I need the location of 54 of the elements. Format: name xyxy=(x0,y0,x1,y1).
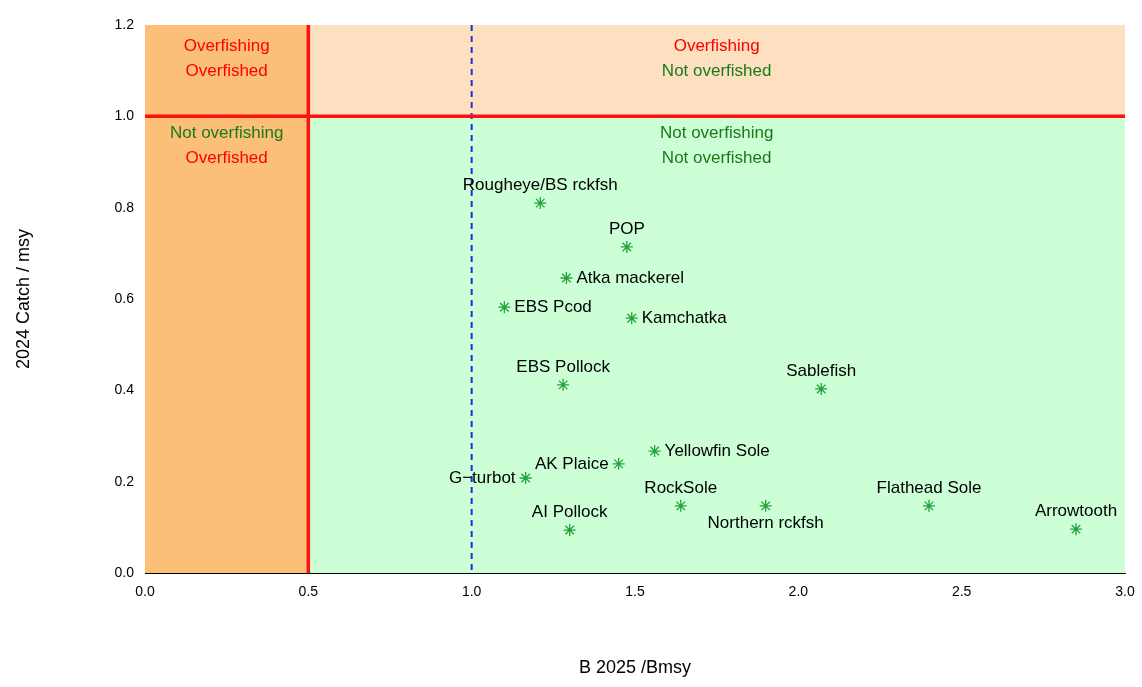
annotation: Arrowtooth xyxy=(1034,501,1118,521)
y-tick-label: 0.8 xyxy=(114,198,135,215)
x-tick-label: 0.5 xyxy=(298,583,319,600)
y-tick-label: 1.2 xyxy=(114,15,135,32)
x-tick-label: 2.0 xyxy=(788,583,809,600)
point xyxy=(647,444,662,458)
annotation: Kamchatka xyxy=(641,307,728,327)
point xyxy=(612,457,626,471)
point xyxy=(559,271,574,285)
point xyxy=(533,196,547,210)
y-axis-title: 2024 Catch / msy xyxy=(12,228,33,370)
annotation: Not overfished xyxy=(661,147,772,167)
x-tick-label: 2.5 xyxy=(951,583,972,600)
x-tick-label: 1.0 xyxy=(461,583,482,600)
point xyxy=(1069,522,1083,536)
point xyxy=(922,499,936,513)
y-tick-label: 0.6 xyxy=(114,289,135,306)
annotation: Not overfishing xyxy=(169,122,284,142)
annotation: Atka mackerel xyxy=(576,267,685,287)
point xyxy=(620,240,634,254)
annotation: Northern rckfsh xyxy=(707,513,824,533)
annotation: Not overfishing xyxy=(659,122,774,142)
x-axis-title: B 2025 /Bmsy xyxy=(578,656,692,677)
point xyxy=(759,499,773,513)
y-tick-label: 0.0 xyxy=(114,563,135,580)
annotation: G−turbot xyxy=(448,467,516,487)
y-tick-label: 0.2 xyxy=(114,472,135,489)
annotation: AI Pollock xyxy=(531,502,608,522)
y-tick-label: 1.0 xyxy=(114,107,135,124)
annotation: Rougheye/BS rckfsh xyxy=(462,175,618,195)
annotation: RockSole xyxy=(644,478,718,498)
annotation: Overfished xyxy=(185,60,268,80)
point xyxy=(563,523,577,537)
annotation: Overfished xyxy=(185,147,268,167)
annotation: POP xyxy=(608,219,645,239)
x-tick-label: 0.0 xyxy=(135,583,155,600)
x-tick-label: 1.5 xyxy=(625,583,645,600)
annotation: EBS Pcod xyxy=(514,296,592,316)
annotation: Yellowfin Sole xyxy=(664,440,770,460)
point xyxy=(518,471,533,485)
point xyxy=(625,311,639,325)
y-tick-label: 0.4 xyxy=(114,381,135,398)
annotation: AK Plaice xyxy=(534,453,609,473)
annotation: EBS Pollock xyxy=(516,357,611,377)
x-tick-label: 3.0 xyxy=(1115,583,1135,600)
annotation: Not overfished xyxy=(661,60,772,80)
point xyxy=(556,378,570,392)
point xyxy=(814,382,828,396)
annotation: Overfishing xyxy=(183,35,270,55)
annotation: Flathead Sole xyxy=(876,478,982,498)
point xyxy=(497,300,511,314)
point xyxy=(674,499,688,513)
annotation: Overfishing xyxy=(673,35,760,55)
annotation: Sablefish xyxy=(786,361,857,381)
